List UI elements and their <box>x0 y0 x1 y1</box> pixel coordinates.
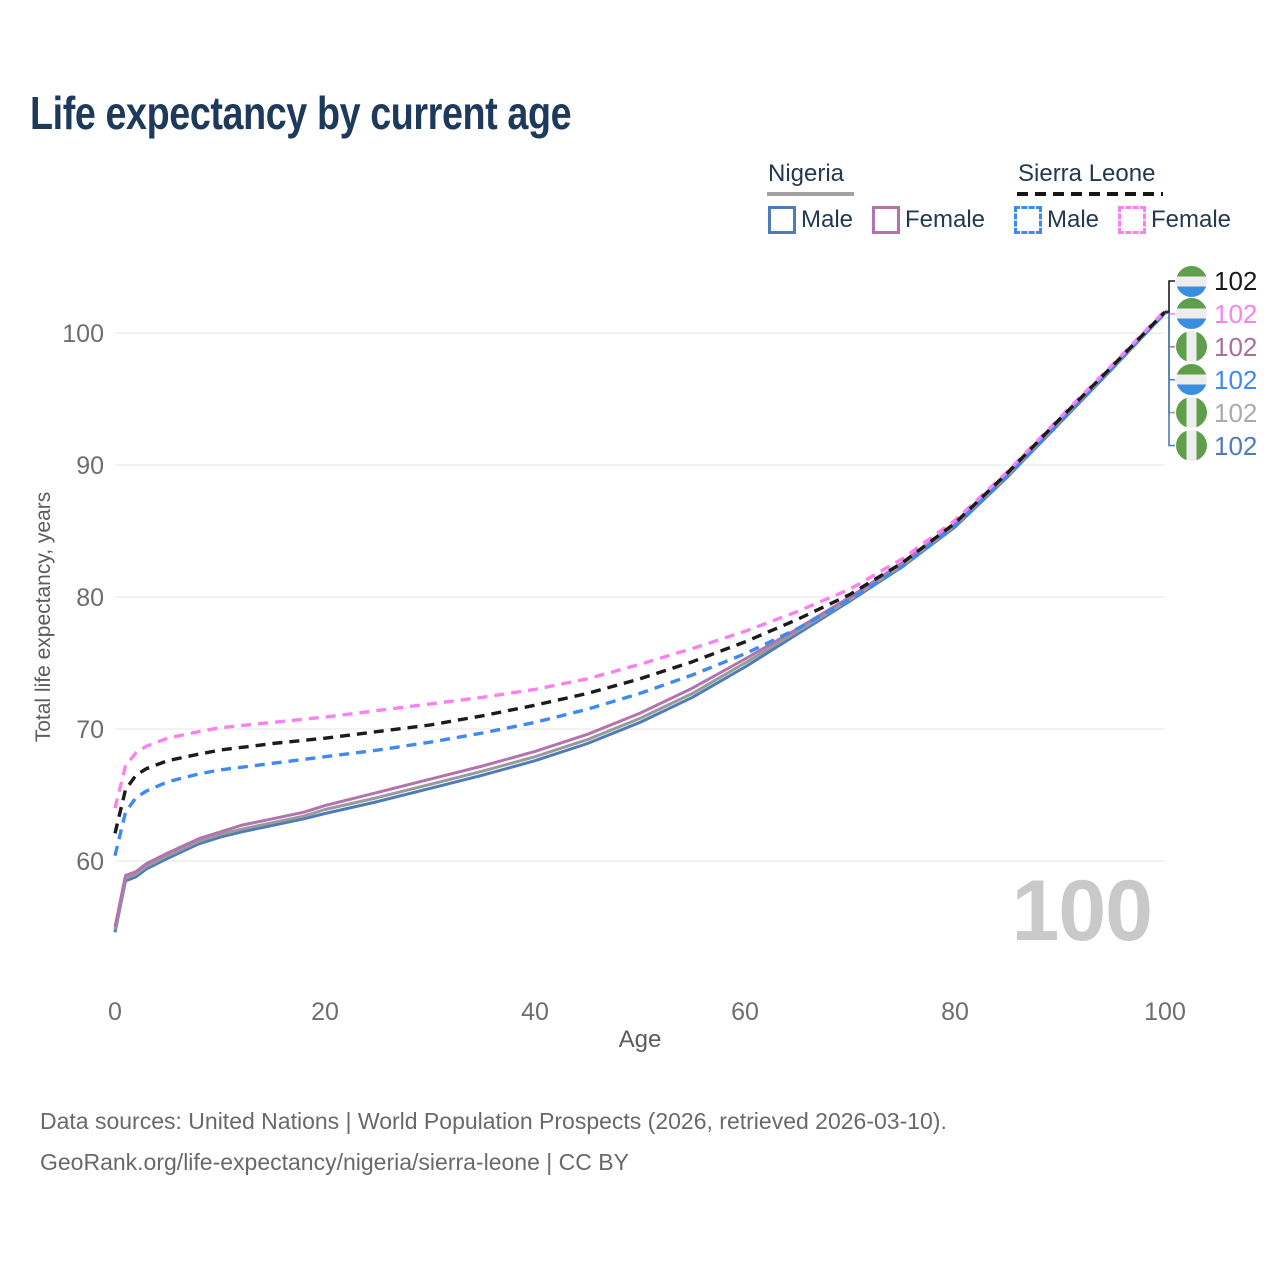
x-tick-60: 60 <box>731 998 759 1026</box>
end-label-nigeria-male[interactable]: 102 <box>1176 430 1257 462</box>
end-label-sierra-leone-female[interactable]: 102 <box>1176 298 1257 330</box>
x-axis-title: Age <box>618 1026 662 1053</box>
x-tick-20: 20 <box>311 998 339 1026</box>
series-line-sierra-leone-male[interactable] <box>113 312 1167 857</box>
end-label-sierra-leone-male[interactable]: 102 <box>1176 364 1257 396</box>
footer-attribution: GeoRank.org/life-expectancy/nigeria/sier… <box>40 1149 629 1175</box>
series-line-sierra-leone-average[interactable] <box>113 310 1167 834</box>
nigeria-flag-icon <box>1176 397 1207 429</box>
legend-underline-nigeria <box>767 192 854 196</box>
x-tick-80: 80 <box>941 998 969 1026</box>
end-label-connector-nigeria-female <box>1165 311 1175 348</box>
sierra-leone-flag-icon <box>1176 265 1207 297</box>
y-tick-70: 70 <box>76 716 104 744</box>
legend-swatch-sierra-leone-female[interactable] <box>1118 206 1146 234</box>
sierra-leone-flag-icon <box>1176 364 1207 396</box>
legend-group-nigeria[interactable]: Nigeria <box>768 160 845 187</box>
y-tick-80: 80 <box>76 584 104 612</box>
legend-swatch-nigeria-female[interactable] <box>872 206 900 234</box>
legend-group-sierra-leone[interactable]: Sierra Leone <box>1018 160 1156 187</box>
legend-label-nigeria-female[interactable]: Female <box>905 206 986 233</box>
legend-label-sierra-leone-female[interactable]: Female <box>1151 206 1232 233</box>
legend-label-sierra-leone-male[interactable]: Male <box>1047 206 1100 233</box>
series-line-nigeria-female[interactable] <box>113 310 1167 928</box>
end-label-connector-nigeria-average <box>1165 312 1175 414</box>
end-label-value-nigeria-average: 102 <box>1214 397 1258 428</box>
sierra-leone-flag-icon <box>1176 298 1207 330</box>
end-label-nigeria-female[interactable]: 102 <box>1176 331 1257 363</box>
end-label-value-nigeria-female: 102 <box>1214 331 1258 362</box>
chart-title: Life expectancy by current age <box>30 87 572 139</box>
legend-underline-sierra-leone <box>1017 192 1163 196</box>
end-label-value-sierra-leone-average: 102 <box>1214 266 1258 296</box>
x-tick-0: 0 <box>108 998 122 1026</box>
legend-swatch-sierra-leone-male[interactable] <box>1014 206 1042 234</box>
series-line-sierra-leone-female[interactable] <box>113 309 1167 809</box>
legend-label-nigeria-male[interactable]: Male <box>801 206 854 233</box>
end-label-connector-nigeria-male <box>1165 312 1175 447</box>
x-tick-100: 100 <box>1144 998 1186 1026</box>
y-tick-90: 90 <box>76 452 104 480</box>
end-label-connector-sierra-leone-average <box>1165 280 1175 313</box>
x-tick-40: 40 <box>521 998 549 1026</box>
y-tick-100: 100 <box>62 320 104 348</box>
end-label-value-nigeria-male: 102 <box>1214 430 1258 461</box>
nigeria-flag-icon <box>1176 331 1207 363</box>
nigeria-flag-icon <box>1176 430 1207 461</box>
y-axis-title: Total life expectancy, years <box>32 491 55 743</box>
age-counter: 100 <box>1011 863 1153 959</box>
series-line-nigeria-average[interactable] <box>113 312 1167 930</box>
series-line-nigeria-male[interactable] <box>113 312 1167 933</box>
legend-swatch-nigeria-male[interactable] <box>768 206 796 234</box>
end-label-nigeria-average[interactable]: 102 <box>1176 397 1257 429</box>
footer-data-sources: Data sources: United Nations | World Pop… <box>40 1108 947 1134</box>
end-label-value-sierra-leone-female: 102 <box>1214 298 1258 329</box>
y-tick-60: 60 <box>76 848 104 876</box>
end-label-value-sierra-leone-male: 102 <box>1214 364 1258 395</box>
end-label-sierra-leone-average[interactable]: 102 <box>1176 265 1257 297</box>
